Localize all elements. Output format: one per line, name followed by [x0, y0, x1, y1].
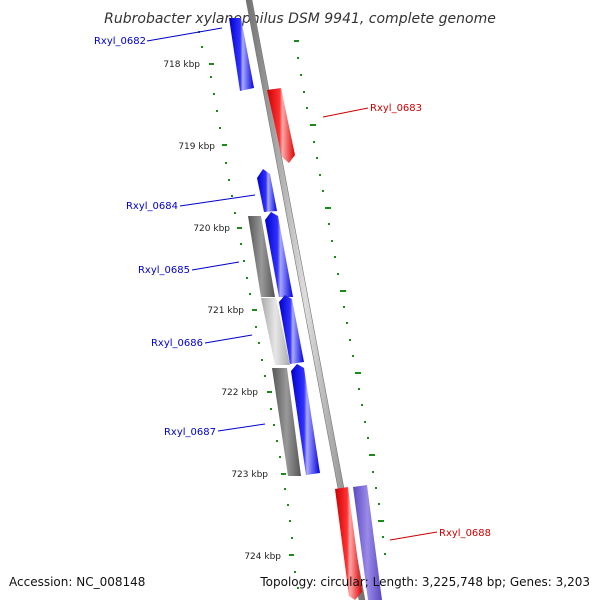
gene-arrow-rxyl-0683[interactable] [267, 88, 295, 163]
tick-label-723: 723 kbp [231, 470, 268, 480]
light-gray-feature [261, 298, 290, 365]
gray-feature-2 [272, 368, 301, 476]
purple-feature [353, 485, 382, 600]
tick-scale-right [294, 40, 386, 555]
gene-arrow-rxyl-0684[interactable] [257, 169, 277, 212]
gene-arrow-rxyl-0686[interactable] [279, 295, 304, 364]
gene-leader-lines [146, 27, 438, 541]
gene-arrow-rxyl-0688[interactable] [335, 487, 362, 600]
gene-label-rxyl-0687[interactable]: Rxyl_0687 [164, 427, 216, 438]
tick-label-718: 718 kbp [163, 60, 200, 70]
gene-label-rxyl-0686[interactable]: Rxyl_0686 [151, 338, 203, 349]
tick-label-720: 720 kbp [193, 224, 230, 234]
tick-label-722: 722 kbp [221, 388, 258, 398]
tick-label-721: 721 kbp [207, 306, 244, 316]
genome-backbone [245, 0, 366, 600]
tick-scale-left [198, 31, 299, 589]
map-title: Rubrobacter xylanophilus DSM 9941, compl… [104, 11, 496, 27]
gray-feature-1 [248, 216, 275, 297]
tick-label-724: 724 kbp [244, 552, 281, 562]
gene-label-rxyl-0683[interactable]: Rxyl_0683 [370, 103, 422, 114]
gene-label-rxyl-0682[interactable]: Rxyl_0682 [94, 36, 146, 47]
topology-text: Topology: circular; Length: 3,225,748 bp… [260, 575, 590, 589]
gene-arrow-rxyl-0687[interactable] [291, 364, 320, 475]
gene-label-rxyl-0685[interactable]: Rxyl_0685 [138, 265, 190, 276]
tick-label-719: 719 kbp [178, 142, 215, 152]
gene-arrow-rxyl-0685[interactable] [265, 212, 293, 297]
gene-label-rxyl-0688[interactable]: Rxyl_0688 [439, 528, 491, 539]
gene-arrow-rxyl-0682[interactable] [229, 18, 254, 91]
gene-label-rxyl-0684[interactable]: Rxyl_0684 [126, 201, 178, 212]
accession-text: Accession: NC_008148 [9, 575, 146, 589]
